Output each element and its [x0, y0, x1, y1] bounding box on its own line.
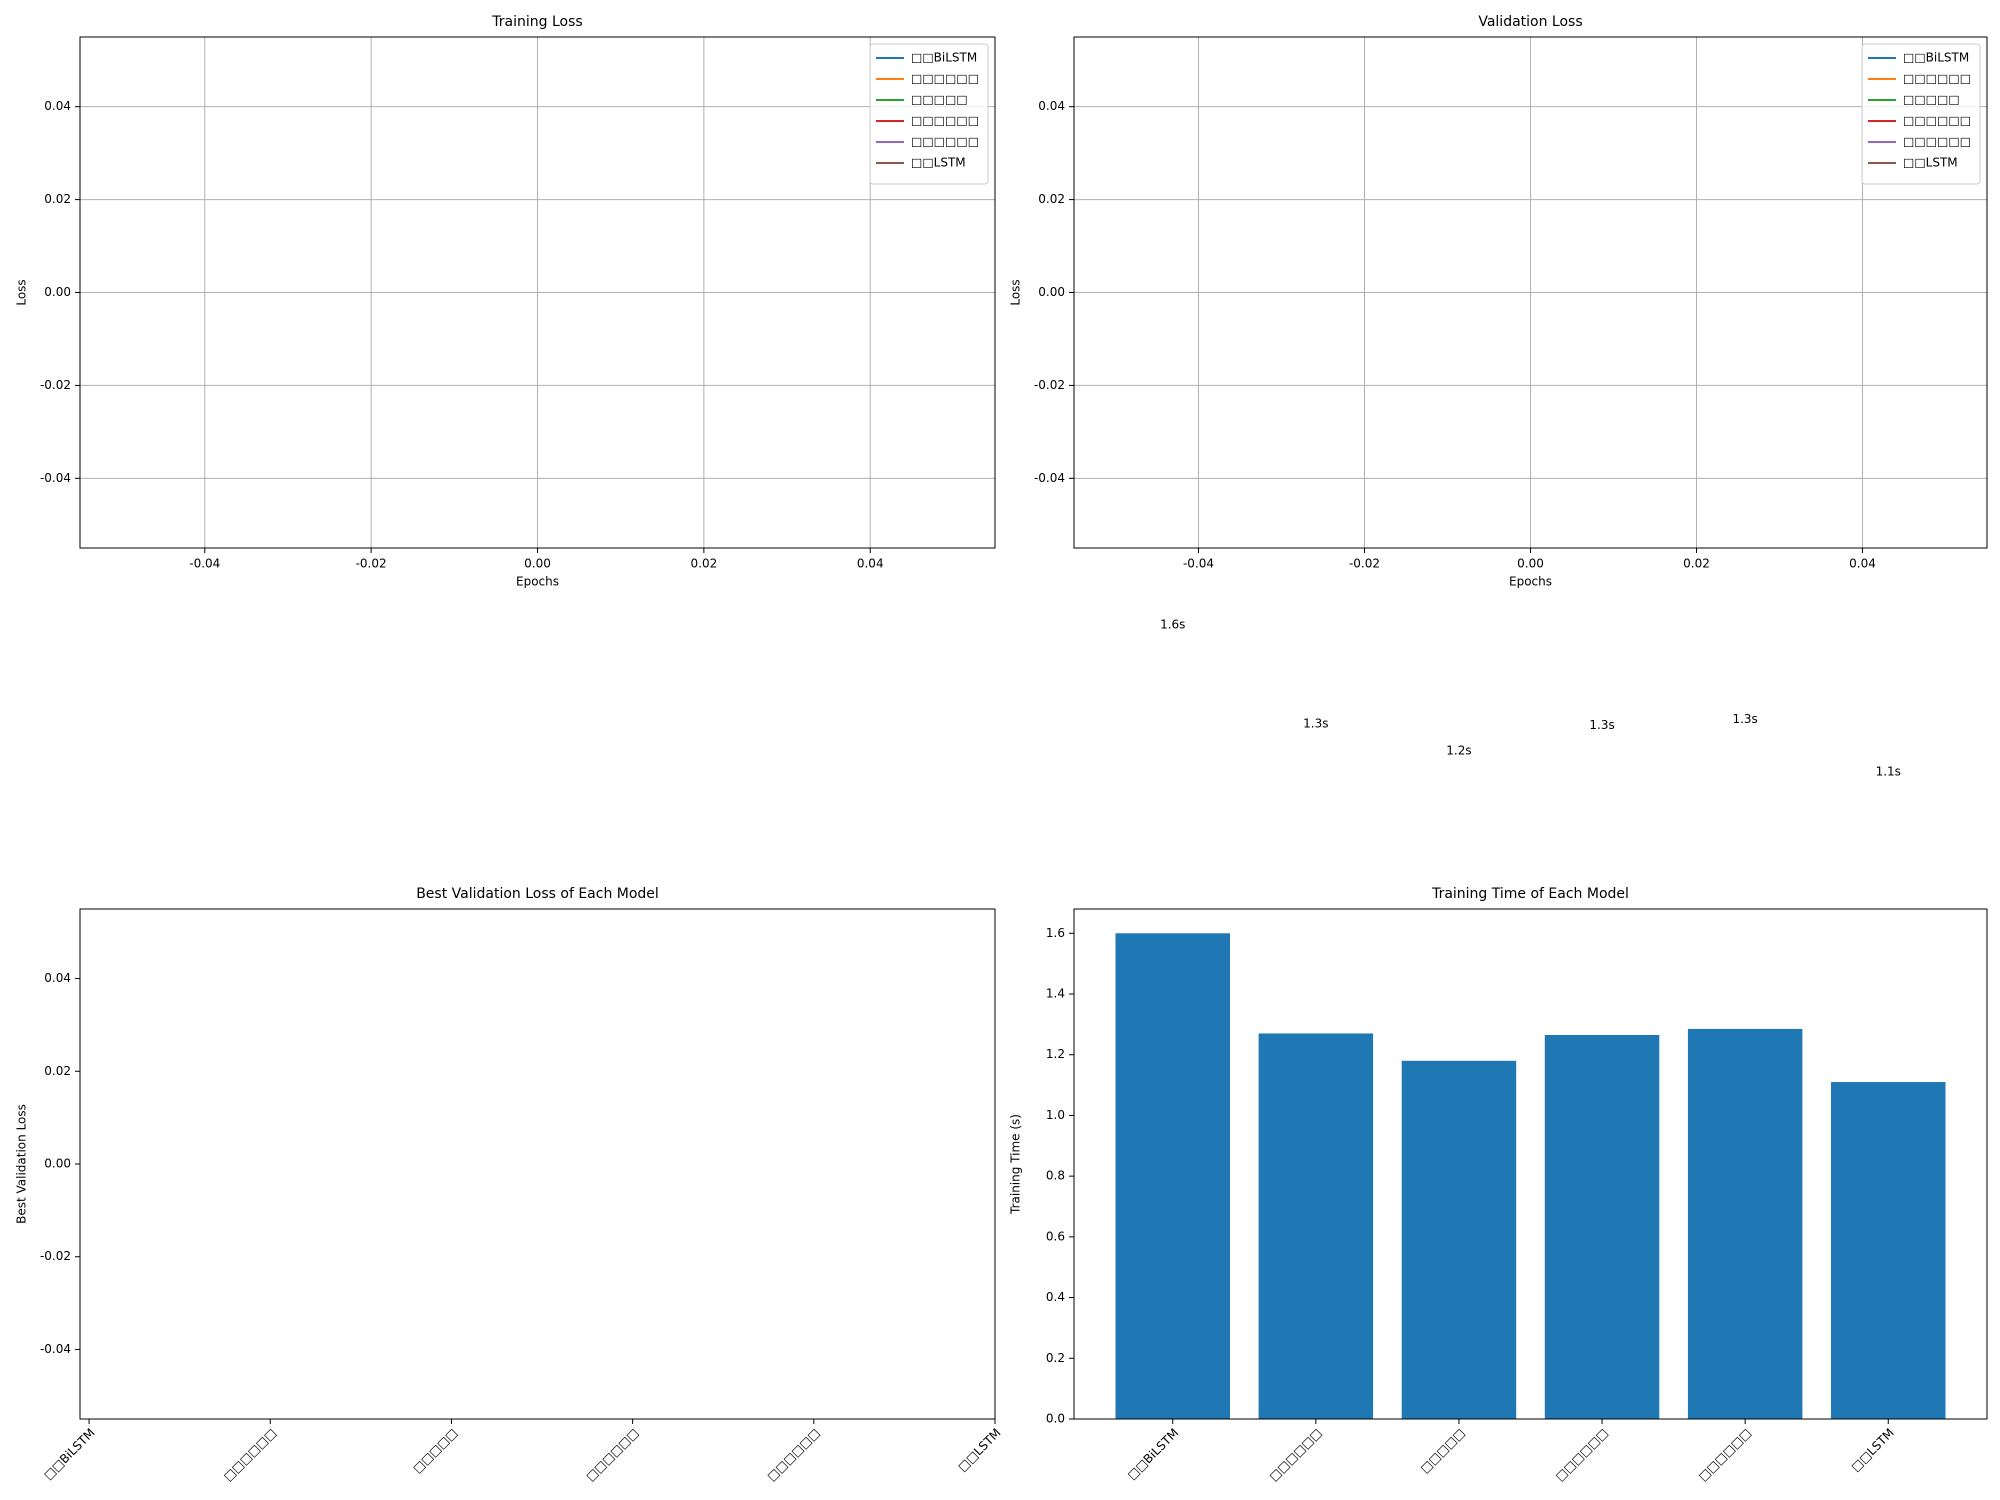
y-tick-label: 0.04 [44, 971, 71, 985]
x-tick-label: 0.00 [524, 557, 551, 571]
x-tick-label: 0.02 [691, 557, 718, 571]
x-tick-label: □□LSTM [955, 1426, 1004, 1475]
y-axis-label: Training Time (s) [1009, 1114, 1023, 1215]
x-tick-label: -0.04 [189, 557, 220, 571]
bar [1401, 1060, 1517, 1419]
x-tick-label: 0.00 [1517, 557, 1544, 571]
x-tick-label: 0.02 [1683, 557, 1710, 571]
bar [1831, 1082, 1946, 1419]
bar [1687, 1028, 1803, 1419]
x-tick-label: □□BiLSTM [41, 1426, 98, 1483]
x-tick-label: □□□□□□ [1696, 1426, 1754, 1484]
value-label: 1.3s [1732, 712, 1757, 726]
x-tick-label: □□□□□□ [221, 1426, 279, 1484]
y-tick-label: 1.2 [1046, 1047, 1065, 1061]
x-tick-label: □□□□□ [410, 1426, 460, 1476]
y-tick-label: 0.00 [1038, 285, 1065, 299]
x-tick-label: 0.04 [1849, 557, 1876, 571]
x-tick-label: □□LSTM [1848, 1426, 1897, 1475]
legend-label: □□□□□□ [911, 72, 979, 86]
bar [1115, 933, 1230, 1419]
y-tick-label: -0.02 [40, 1249, 71, 1263]
y-tick-label: 0.00 [44, 285, 71, 299]
x-tick-label: 0.04 [857, 557, 884, 571]
y-tick-label: 1.6 [1046, 926, 1065, 940]
y-tick-label: -0.04 [40, 471, 71, 485]
value-label: 1.6s [1160, 618, 1185, 632]
y-tick-label: 0.0 [1046, 1412, 1065, 1426]
legend-label: □□BiLSTM [911, 51, 977, 65]
y-tick-label: 0.6 [1046, 1229, 1065, 1243]
x-tick-label: □□□□□ [1418, 1426, 1468, 1476]
y-tick-label: 0.02 [1038, 192, 1065, 206]
y-tick-label: 0.00 [44, 1157, 71, 1171]
x-tick-label: □□□□□□ [1266, 1426, 1324, 1484]
legend-label: □□LSTM [911, 156, 966, 170]
axes-frame [1073, 908, 1988, 1420]
value-label: 1.3s [1589, 718, 1614, 732]
legend-label: □□□□□□ [911, 114, 979, 128]
legend-label: □□□□□ [1903, 93, 1960, 107]
x-tick-label: □□□□□□ [1553, 1426, 1611, 1484]
y-tick-label: -0.02 [1034, 378, 1065, 392]
value-label: 1.2s [1446, 744, 1471, 758]
legend-label: □□□□□□ [911, 135, 979, 149]
chart-title: Training Time of Each Model [1431, 886, 1629, 902]
x-tick-label: □□BiLSTM [1125, 1426, 1182, 1483]
x-tick-label: -0.02 [1349, 557, 1380, 571]
y-tick-label: 0.02 [44, 192, 71, 206]
y-tick-label: 0.04 [44, 99, 71, 113]
y-tick-label: 1.0 [1046, 1108, 1065, 1122]
chart-title: Validation Loss [1478, 14, 1582, 30]
y-tick-label: 1.4 [1046, 987, 1065, 1001]
y-tick-label: 0.4 [1046, 1290, 1065, 1304]
y-tick-label: -0.04 [1034, 471, 1065, 485]
x-tick-label: □□□□□□ [764, 1426, 822, 1484]
y-tick-label: 0.04 [1038, 99, 1065, 113]
chart-title: Best Validation Loss of Each Model [416, 886, 659, 902]
axes-frame [79, 908, 996, 1420]
y-tick-label: -0.04 [40, 1342, 71, 1356]
y-axis-label: Loss [1009, 279, 1023, 305]
x-tick-label: -0.04 [1183, 557, 1214, 571]
x-axis-label: Epochs [1509, 575, 1552, 589]
x-tick-label: □□□□□□ [583, 1426, 641, 1484]
legend-label: □□□□□ [911, 93, 968, 107]
legend-label: □□□□□□ [1903, 135, 1971, 149]
y-tick-label: 0.02 [44, 1064, 71, 1078]
axes-frame [1073, 36, 1988, 549]
x-axis-label: Epochs [516, 575, 559, 589]
x-tick-label: -0.02 [356, 557, 387, 571]
value-label: 1.3s [1303, 717, 1328, 731]
value-label: 1.1s [1876, 765, 1901, 779]
legend-label: □□□□□□ [1903, 72, 1971, 86]
bar [1544, 1034, 1660, 1419]
legend-label: □□BiLSTM [1903, 51, 1969, 65]
chart-title: Training Loss [491, 14, 582, 30]
y-axis-label: Best Validation Loss [15, 1104, 29, 1224]
y-axis-label: Loss [15, 279, 29, 305]
legend-label: □□LSTM [1903, 156, 1958, 170]
y-tick-label: -0.02 [40, 378, 71, 392]
y-tick-label: 0.2 [1046, 1351, 1065, 1365]
bar [1258, 1033, 1374, 1419]
axes-frame [79, 36, 996, 549]
y-tick-label: 0.8 [1046, 1169, 1065, 1183]
legend-label: □□□□□□ [1903, 114, 1971, 128]
